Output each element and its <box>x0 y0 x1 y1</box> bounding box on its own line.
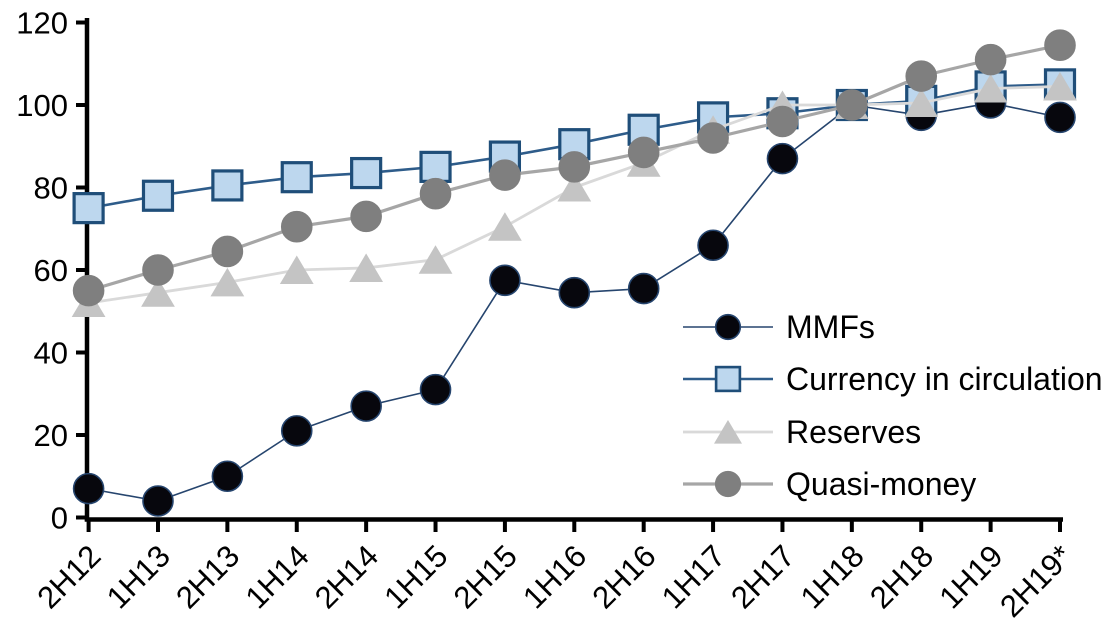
marker-circle <box>211 460 244 493</box>
marker-circle <box>72 472 105 505</box>
x-tick-label: 2H17 <box>724 538 801 615</box>
x-tick-label: 2H16 <box>585 538 662 615</box>
marker-circle <box>142 254 174 286</box>
marker-circle <box>489 159 521 191</box>
marker-circle <box>697 229 729 262</box>
y-tick-label: 60 <box>34 253 68 288</box>
marker-circle <box>1044 29 1076 61</box>
x-tick-label: 2H14 <box>308 538 385 615</box>
marker-square <box>419 150 452 183</box>
marker-triangle <box>210 267 245 297</box>
marker-triangle <box>973 74 1008 103</box>
y-tick-label: 20 <box>34 418 68 453</box>
marker-square <box>714 365 742 393</box>
marker-circle <box>142 485 174 517</box>
marker-square <box>211 169 244 202</box>
marker-square <box>141 179 175 212</box>
marker-triangle <box>904 88 939 117</box>
x-tick-label: 1H13 <box>100 538 177 615</box>
marker-circle <box>766 105 799 138</box>
marker-circle <box>489 264 521 297</box>
y-tick-label: 100 <box>16 88 68 123</box>
legend-label-currency-in-circulation: Currency in circulation <box>786 361 1103 397</box>
marker-triangle <box>418 245 453 274</box>
marker-circle <box>627 136 660 169</box>
y-tick-label: 80 <box>34 171 68 206</box>
marker-triangle <box>279 255 314 284</box>
marker-circle <box>714 470 742 498</box>
marker-circle <box>558 276 591 309</box>
marker-circle <box>280 210 313 243</box>
y-tick-label: 40 <box>34 336 68 371</box>
marker-circle <box>211 235 244 268</box>
x-tick-label: 2H15 <box>447 538 524 615</box>
marker-circle <box>836 89 868 121</box>
marker-triangle <box>141 278 175 307</box>
marker-triangle <box>488 212 522 241</box>
marker-circle <box>280 415 313 447</box>
x-tick-label: 1H18 <box>794 538 871 615</box>
x-tick-label: 1H16 <box>516 538 593 615</box>
marker-circle <box>697 122 729 154</box>
marker-circle <box>350 200 382 233</box>
legend-label-mmfs: MMFs <box>786 309 875 345</box>
marker-circle <box>766 142 799 175</box>
marker-circle <box>350 390 382 422</box>
x-tick-label: 2H12 <box>30 538 107 615</box>
marker-circle <box>72 274 105 307</box>
y-tick-label: 0 <box>51 501 68 536</box>
legend-label-reserves: Reserves <box>786 414 921 450</box>
marker-triangle <box>349 253 384 282</box>
marker-circle <box>714 313 742 341</box>
marker-circle <box>419 373 452 406</box>
y-tick-label: 120 <box>16 6 68 41</box>
x-tick-label: 2H19* <box>993 538 1079 624</box>
x-tick-label: 1H17 <box>655 538 732 615</box>
x-tick-label: 1H15 <box>377 538 454 615</box>
marker-square <box>72 192 105 225</box>
marker-circle <box>558 151 591 183</box>
x-tick-label: 2H18 <box>863 538 940 615</box>
marker-triangle <box>714 419 742 444</box>
marker-circle <box>419 177 452 210</box>
marker-circle <box>627 272 660 305</box>
marker-circle <box>905 60 938 92</box>
x-tick-label: 2H13 <box>169 538 246 615</box>
marker-circle <box>1044 101 1076 134</box>
x-tick-label: 1H14 <box>239 538 316 615</box>
marker-triangle <box>1043 71 1077 101</box>
legend-label-quasi-money: Quasi-money <box>786 466 976 502</box>
marker-square <box>350 156 383 190</box>
marker-circle <box>974 43 1007 76</box>
marker-square <box>280 161 313 194</box>
marker-triangle <box>557 173 592 202</box>
